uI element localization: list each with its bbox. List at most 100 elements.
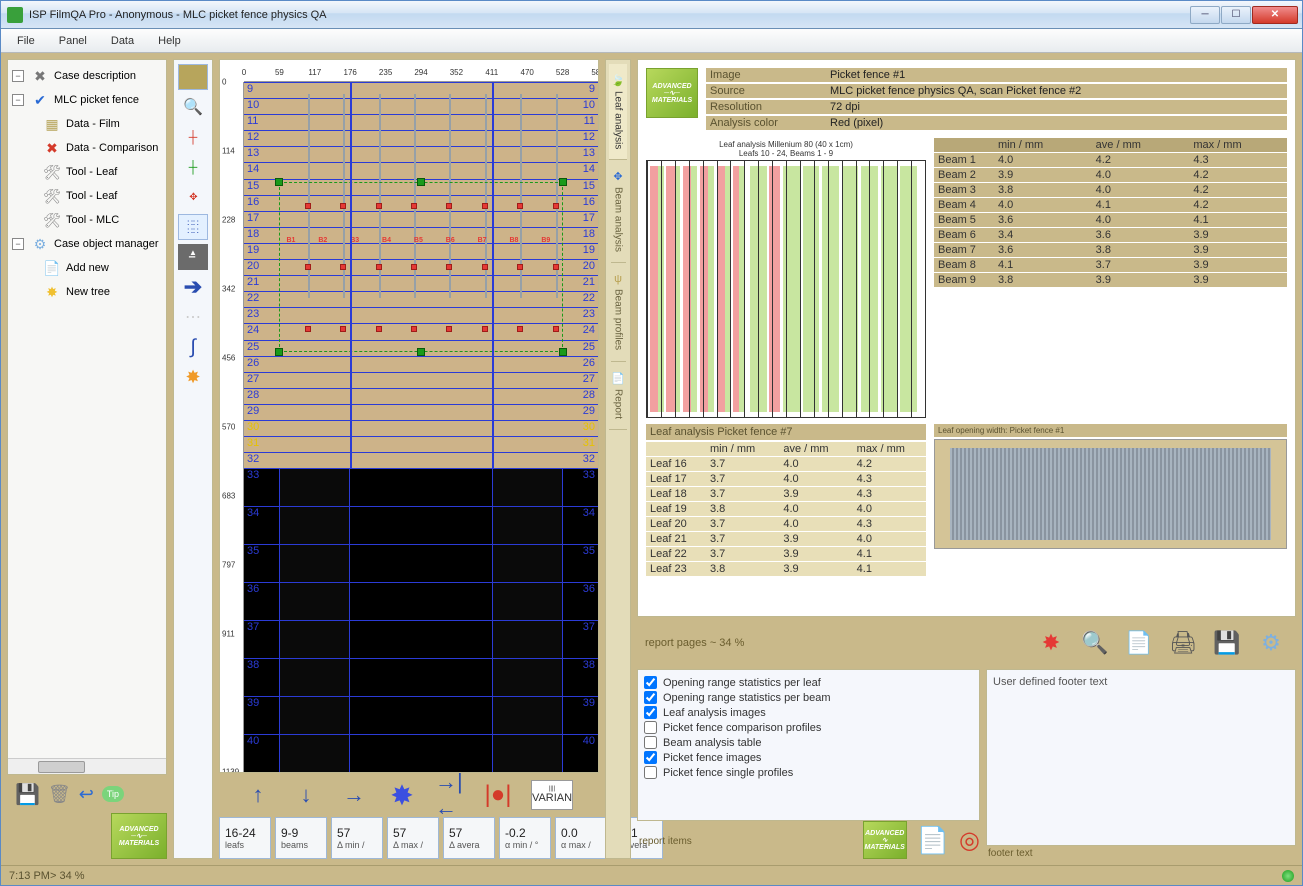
stat-box: 57Δ min / — [331, 817, 383, 859]
title-bar[interactable]: ISP FilmQA Pro - Anonymous - MLC picket … — [1, 1, 1302, 29]
menu-panel[interactable]: Panel — [49, 32, 97, 50]
red-sphere-icon[interactable]: |●| — [483, 780, 513, 810]
stat-box: -0.2α min / ° — [499, 817, 551, 859]
report-item-checkbox[interactable]: Picket fence comparison profiles — [644, 721, 973, 734]
tree-node-icon: 📄 — [42, 258, 62, 278]
report-item-checkbox[interactable]: Opening range statistics per beam — [644, 691, 973, 704]
menu-help[interactable]: Help — [148, 32, 191, 50]
tree-node-icon: ✸ — [42, 282, 62, 302]
vtab-beam-profiles[interactable]: ψBeam profiles — [611, 263, 626, 361]
status-indicator-icon — [1282, 870, 1294, 882]
footer-text-label: footer text — [986, 846, 1296, 859]
arrow-right-icon[interactable]: ➔ — [178, 274, 208, 300]
bottom-logo: ADVANCED∿MATERIALS — [863, 821, 907, 859]
beam-analysis-table: min / mmave / mmmax / mmBeam 14.04.24.3B… — [934, 138, 1287, 418]
case-tree-panel: −✖Case description−✔MLC picket fence▦Dat… — [7, 59, 167, 775]
report-item-checkbox[interactable]: Leaf analysis images — [644, 706, 973, 719]
tree-node[interactable]: 📄 Add new — [8, 256, 166, 280]
tree-node[interactable]: 🛠 Tool - Leaf — [8, 184, 166, 208]
tree-node-icon: ✔ — [30, 90, 50, 110]
report-page[interactable]: 📄 — [1122, 626, 1156, 660]
report-settings[interactable]: ⚙ — [1254, 626, 1288, 660]
minimize-button[interactable]: ─ — [1190, 6, 1220, 24]
arrow-up-icon[interactable]: ↑ — [243, 780, 273, 810]
tree-node[interactable]: −✔MLC picket fence — [8, 88, 166, 112]
stat-box: 57Δ avera — [443, 817, 495, 859]
report-preview[interactable]: ADVANCED─∿─MATERIALS ImagePicket fence #… — [637, 59, 1296, 617]
arrow-down-icon[interactable]: ↓ — [291, 780, 321, 810]
report-logo: ADVANCED─∿─MATERIALS — [646, 68, 698, 118]
save-icon[interactable]: 💾 — [15, 782, 40, 807]
film-vertical-toolbar: 🔍 ┼ ┼ ✥ ∷∷∷∷ ▲▔ ➔ ⋯ ∫ ✸ — [173, 59, 213, 859]
report-refresh[interactable]: ✸ — [1034, 626, 1068, 660]
tree-node-label: Data - Comparison — [66, 142, 158, 154]
film-bottom-toolbar: ↑ ↓ → ✸ →|← |●| ||||VARIAN — [219, 773, 599, 817]
tree-node[interactable]: −⚙Case object manager — [8, 232, 166, 256]
tree-node[interactable]: 🛠Tool - MLC — [8, 208, 166, 232]
ruler-vertical: 01142283424565706837979111139 — [220, 82, 244, 772]
back-icon[interactable]: ↩ — [79, 784, 94, 805]
menu-file[interactable]: File — [7, 32, 45, 50]
tree-node-label: Add new — [66, 262, 109, 274]
move-icon[interactable]: ✥ — [178, 184, 208, 210]
target-icon[interactable]: ◎ — [959, 826, 980, 855]
vtab-leaf-analysis[interactable]: 🍃Leaf analysis — [609, 64, 627, 160]
film-canvas[interactable]: 059117176235294352411470528587 011422834… — [219, 59, 599, 773]
report-toolbar: report pages ~ 34 % ✸🔍📄🖨💾⚙ — [637, 623, 1296, 663]
tree-node-label: Case description — [54, 70, 136, 82]
collapse-arrows-icon[interactable]: →|← — [435, 780, 465, 810]
tree-node[interactable]: ▦Data - Film — [8, 112, 166, 136]
footer-text-input[interactable]: User defined footer text — [986, 669, 1296, 846]
report-item-checkbox[interactable]: Picket fence images — [644, 751, 973, 764]
menu-data[interactable]: Data — [101, 32, 144, 50]
report-save[interactable]: 💾 — [1210, 626, 1244, 660]
tree-node[interactable]: 🛠Tool - Leaf — [8, 160, 166, 184]
pages-icon[interactable]: 📄 — [917, 825, 949, 856]
report-item-checkbox[interactable]: Picket fence single profiles — [644, 766, 973, 779]
app-icon — [7, 7, 23, 23]
stat-box: 16-24leafs — [219, 817, 271, 859]
report-items-label: report items — [637, 834, 692, 847]
vtab-report[interactable]: 📄Report — [609, 362, 627, 430]
tree-node-icon: ▦ — [42, 114, 62, 134]
tree-node-label: Case object manager — [54, 238, 159, 250]
report-header-table: ImagePicket fence #1SourceMLC picket fen… — [706, 68, 1287, 132]
vtab-beam-analysis[interactable]: ✥Beam analysis — [611, 160, 626, 263]
window-title: ISP FilmQA Pro - Anonymous - MLC picket … — [29, 9, 1190, 21]
report-item-checkbox[interactable]: Beam analysis table — [644, 736, 973, 749]
tree-node-icon: 🛠 — [42, 186, 62, 206]
zoom-icon[interactable]: 🔍 — [178, 94, 208, 120]
report-item-checkbox[interactable]: Opening range statistics per leaf — [644, 676, 973, 689]
tree-node-label: Tool - Leaf — [66, 190, 117, 202]
film-panel: 059117176235294352411470528587 011422834… — [219, 59, 599, 859]
menu-bar: File Panel Data Help — [1, 29, 1302, 53]
crosshair-green-icon[interactable]: ┼ — [178, 154, 208, 180]
app-window: ISP FilmQA Pro - Anonymous - MLC picket … — [0, 0, 1303, 886]
stat-box: 57Δ max / — [387, 817, 439, 859]
left-toolbar: 💾 🗑 ↩ Tip — [7, 779, 167, 809]
delete-icon[interactable]: 🗑 — [48, 784, 71, 805]
photo-icon[interactable]: ▲▔ — [178, 244, 208, 270]
tree-node[interactable]: ✖Data - Comparison — [8, 136, 166, 160]
crosshair-red-icon[interactable]: ┼ — [178, 124, 208, 150]
tree-scrollbar[interactable] — [8, 758, 166, 774]
tree-node[interactable]: −✖Case description — [8, 64, 166, 88]
star-blue-icon[interactable]: ✸ — [387, 780, 417, 810]
maximize-button[interactable]: ☐ — [1221, 6, 1251, 24]
report-print[interactable]: 🖨 — [1166, 626, 1200, 660]
stat-box: 0.0α max / — [555, 817, 607, 859]
tree-node[interactable]: ✸New tree — [8, 280, 166, 304]
varian-icon[interactable]: ||||VARIAN — [531, 780, 573, 810]
tip-icon[interactable]: Tip — [102, 786, 124, 802]
ruler-horizontal: 059117176235294352411470528587 — [244, 60, 598, 82]
curve-icon[interactable]: ∫ — [178, 334, 208, 360]
arrow-right-icon[interactable]: → — [339, 780, 369, 810]
film-image: 9910101111121213131414151516161717181819… — [244, 82, 598, 772]
close-button[interactable]: ✕ — [1252, 6, 1298, 24]
film-thumb-icon[interactable] — [178, 64, 208, 90]
stats-strip: 16-24leafs9-9beams57Δ min /57Δ max /57Δ … — [219, 817, 599, 859]
report-zoom[interactable]: 🔍 — [1078, 626, 1112, 660]
tree-node-icon: 🛠 — [42, 210, 62, 230]
star-orange-icon[interactable]: ✸ — [178, 364, 208, 390]
grid-icon[interactable]: ∷∷∷∷ — [178, 214, 208, 240]
